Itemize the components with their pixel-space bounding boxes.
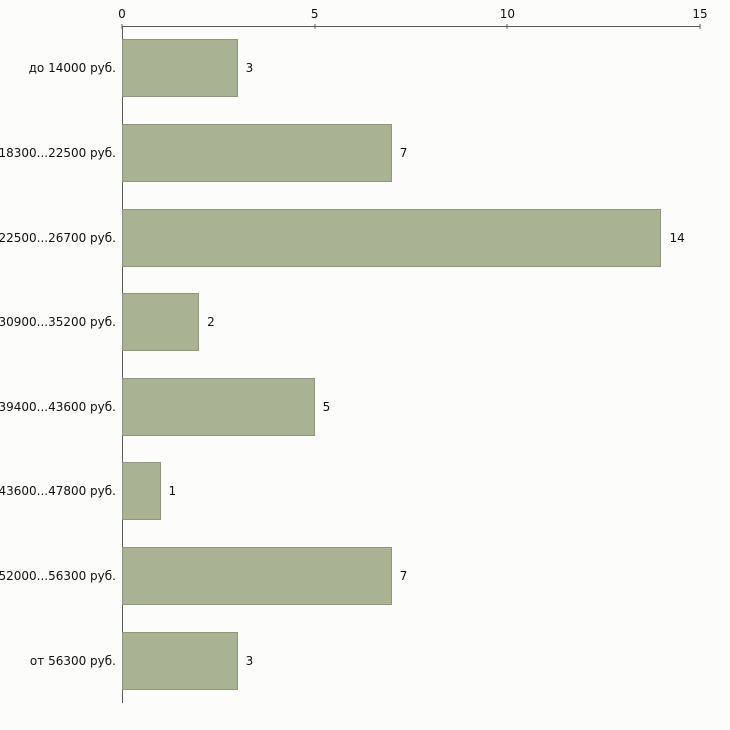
x-axis-line xyxy=(122,26,700,27)
value-label: 2 xyxy=(207,315,215,330)
x-tick-mark xyxy=(699,24,701,29)
category-label: 39400...43600 руб. xyxy=(0,399,116,414)
value-label: 1 xyxy=(168,484,177,499)
bar xyxy=(122,208,662,267)
value-label: 7 xyxy=(399,569,408,584)
bar xyxy=(122,123,392,182)
bar xyxy=(122,293,200,352)
category-label: 30900...35200 руб. xyxy=(0,315,116,330)
category-label: до 14000 руб. xyxy=(28,61,116,76)
x-tick-mark xyxy=(314,24,316,29)
value-label: 7 xyxy=(399,145,408,160)
value-label: 5 xyxy=(322,399,331,414)
x-tick-label: 15 xyxy=(692,7,708,21)
x-tick-mark xyxy=(121,24,123,29)
bar xyxy=(122,462,161,521)
value-label: 3 xyxy=(245,653,254,668)
bar xyxy=(122,547,392,606)
x-tick-label: 5 xyxy=(310,7,319,21)
x-tick-mark xyxy=(506,24,508,29)
category-label: 22500...26700 руб. xyxy=(0,230,116,245)
category-label: 18300...22500 руб. xyxy=(0,145,116,160)
x-tick-label: 0 xyxy=(118,7,126,21)
category-label: от 56300 руб. xyxy=(29,653,116,668)
category-label: 43600...47800 руб. xyxy=(0,484,116,499)
bar xyxy=(122,631,238,690)
value-label: 14 xyxy=(669,230,685,245)
x-tick-label: 10 xyxy=(499,7,515,21)
bar xyxy=(122,39,238,98)
bar xyxy=(122,377,315,436)
category-label: 52000...56300 руб. xyxy=(0,569,116,584)
value-label: 3 xyxy=(245,61,254,76)
y-axis-line xyxy=(122,26,123,703)
